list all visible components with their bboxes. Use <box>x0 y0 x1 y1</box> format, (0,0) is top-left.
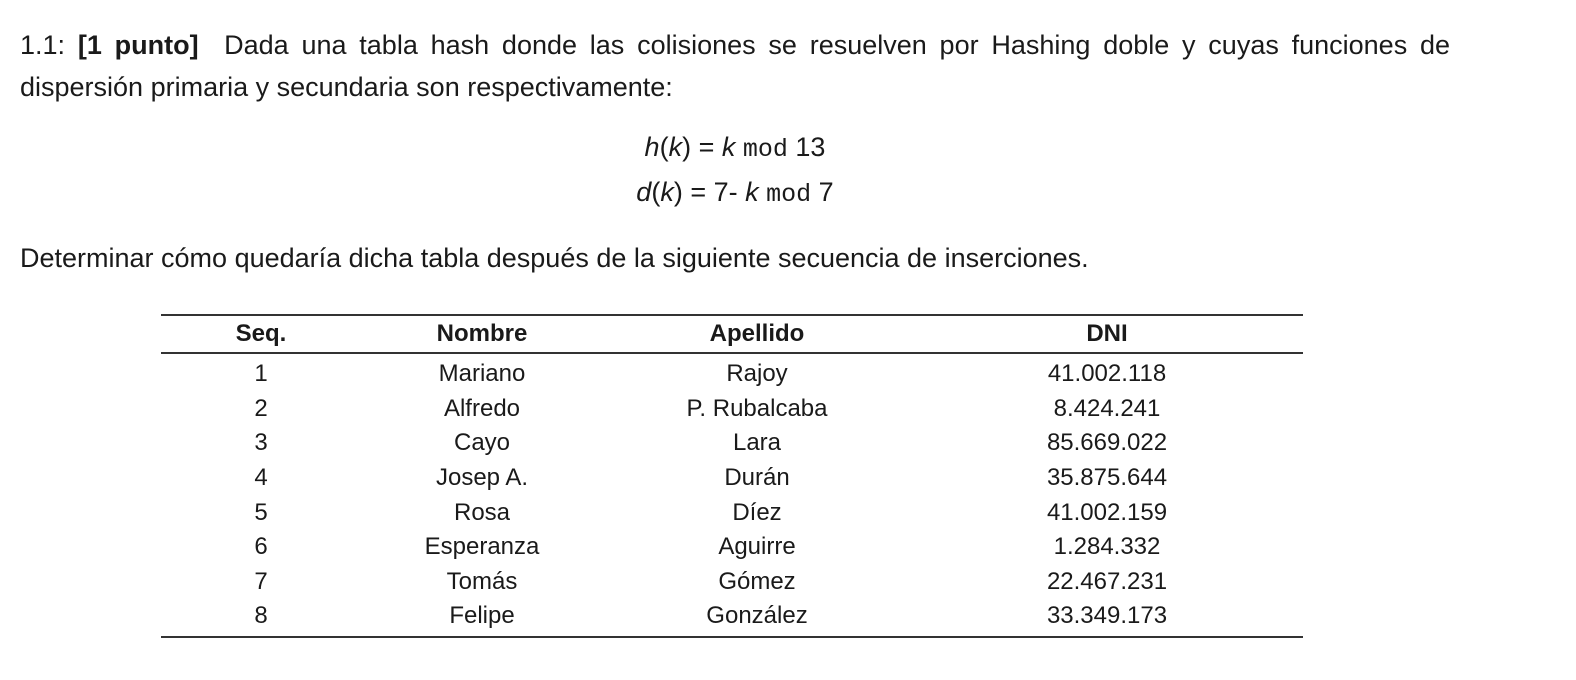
cell-dni: 1.284.332 <box>1053 533 1161 561</box>
table-row: 3 Cayo Lara 85.669.022 <box>161 426 1303 461</box>
cell-nombre: Rosa <box>453 498 511 526</box>
cell-seq: 2 <box>254 394 268 422</box>
table-row: 4 Josep A. Durán 35.875.644 <box>161 461 1303 496</box>
cell-apellido: González <box>603 599 911 638</box>
cell-dni: 35.875.644 <box>1046 464 1168 492</box>
cell-nombre: Felipe <box>361 599 603 638</box>
cell-nombre: Esperanza <box>424 533 540 561</box>
instruction-text: Determinar cómo quedaría dicha tabla des… <box>20 243 1089 273</box>
header-seq: Seq. <box>161 314 361 354</box>
table-row: 1 Mariano Rajoy 41.002.118 <box>161 353 1303 392</box>
table-header-row: Seq. Nombre Apellido DNI <box>161 314 1303 354</box>
cell-dni: 41.002.118 <box>1047 360 1167 388</box>
header-dni: DNI <box>911 314 1303 354</box>
insertion-sequence-table: Seq. Nombre Apellido DNI 1 Mariano Rajoy… <box>161 314 1303 638</box>
cell-dni: 8.424.241 <box>1053 394 1161 422</box>
table-row: 5 Rosa Díez 41.002.159 <box>161 495 1303 530</box>
table-row: 7 Tomás Gómez 22.467.231 <box>161 565 1303 600</box>
cell-seq: 5 <box>254 498 268 526</box>
cell-apellido: P. Rubalcaba <box>686 394 828 422</box>
cell-dni: 41.002.159 <box>1046 498 1168 526</box>
cell-seq: 8 <box>161 599 361 638</box>
cell-nombre: Tomás <box>446 567 518 595</box>
cell-apellido: Lara <box>732 429 782 457</box>
cell-seq: 6 <box>254 533 268 561</box>
cell-nombre: Mariano <box>438 360 526 388</box>
cell-seq: 7 <box>254 567 268 595</box>
cell-nombre: Alfredo <box>443 394 521 422</box>
question-text: Dada una tabla hash donde las colisiones… <box>20 30 1450 102</box>
secondary-hash-formula: d(k) = 7- k mod 7 <box>636 177 834 209</box>
insertion-table-container: Seq. Nombre Apellido DNI 1 Mariano Rajoy… <box>161 314 1303 638</box>
question-statement: 1.1: [1 punto] Dada una tabla hash donde… <box>20 24 1450 108</box>
header-apellido: Apellido <box>603 314 911 354</box>
question-number: 1.1: <box>20 30 66 60</box>
primary-hash-formula: h(k) = k mod 13 <box>644 132 826 164</box>
cell-dni: 22.467.231 <box>1046 567 1168 595</box>
cell-apellido: Rajoy <box>726 360 788 388</box>
hash-functions: h(k) = k mod 13 d(k) = 7- k mod 7 <box>20 126 1450 216</box>
table-row: 6 Esperanza Aguirre 1.284.332 <box>161 530 1303 565</box>
table-row: 8 Felipe González 33.349.173 <box>161 599 1303 638</box>
cell-seq: 4 <box>254 464 268 492</box>
cell-seq: 1 <box>254 360 268 388</box>
cell-apellido: Aguirre <box>718 533 796 561</box>
cell-dni: 33.349.173 <box>911 599 1303 638</box>
exercise-page: 1.1: [1 punto] Dada una tabla hash donde… <box>20 24 1450 278</box>
cell-nombre: Cayo <box>453 429 511 457</box>
cell-apellido: Durán <box>724 464 790 492</box>
cell-seq: 3 <box>254 429 268 457</box>
header-nombre: Nombre <box>361 314 603 354</box>
table-row: 2 Alfredo P. Rubalcaba 8.424.241 <box>161 392 1303 427</box>
cell-apellido: Gómez <box>718 567 796 595</box>
cell-dni: 85.669.022 <box>1046 429 1168 457</box>
question-points: [1 punto] <box>77 30 199 60</box>
cell-apellido: Díez <box>732 498 782 526</box>
cell-nombre: Josep A. <box>435 464 529 492</box>
